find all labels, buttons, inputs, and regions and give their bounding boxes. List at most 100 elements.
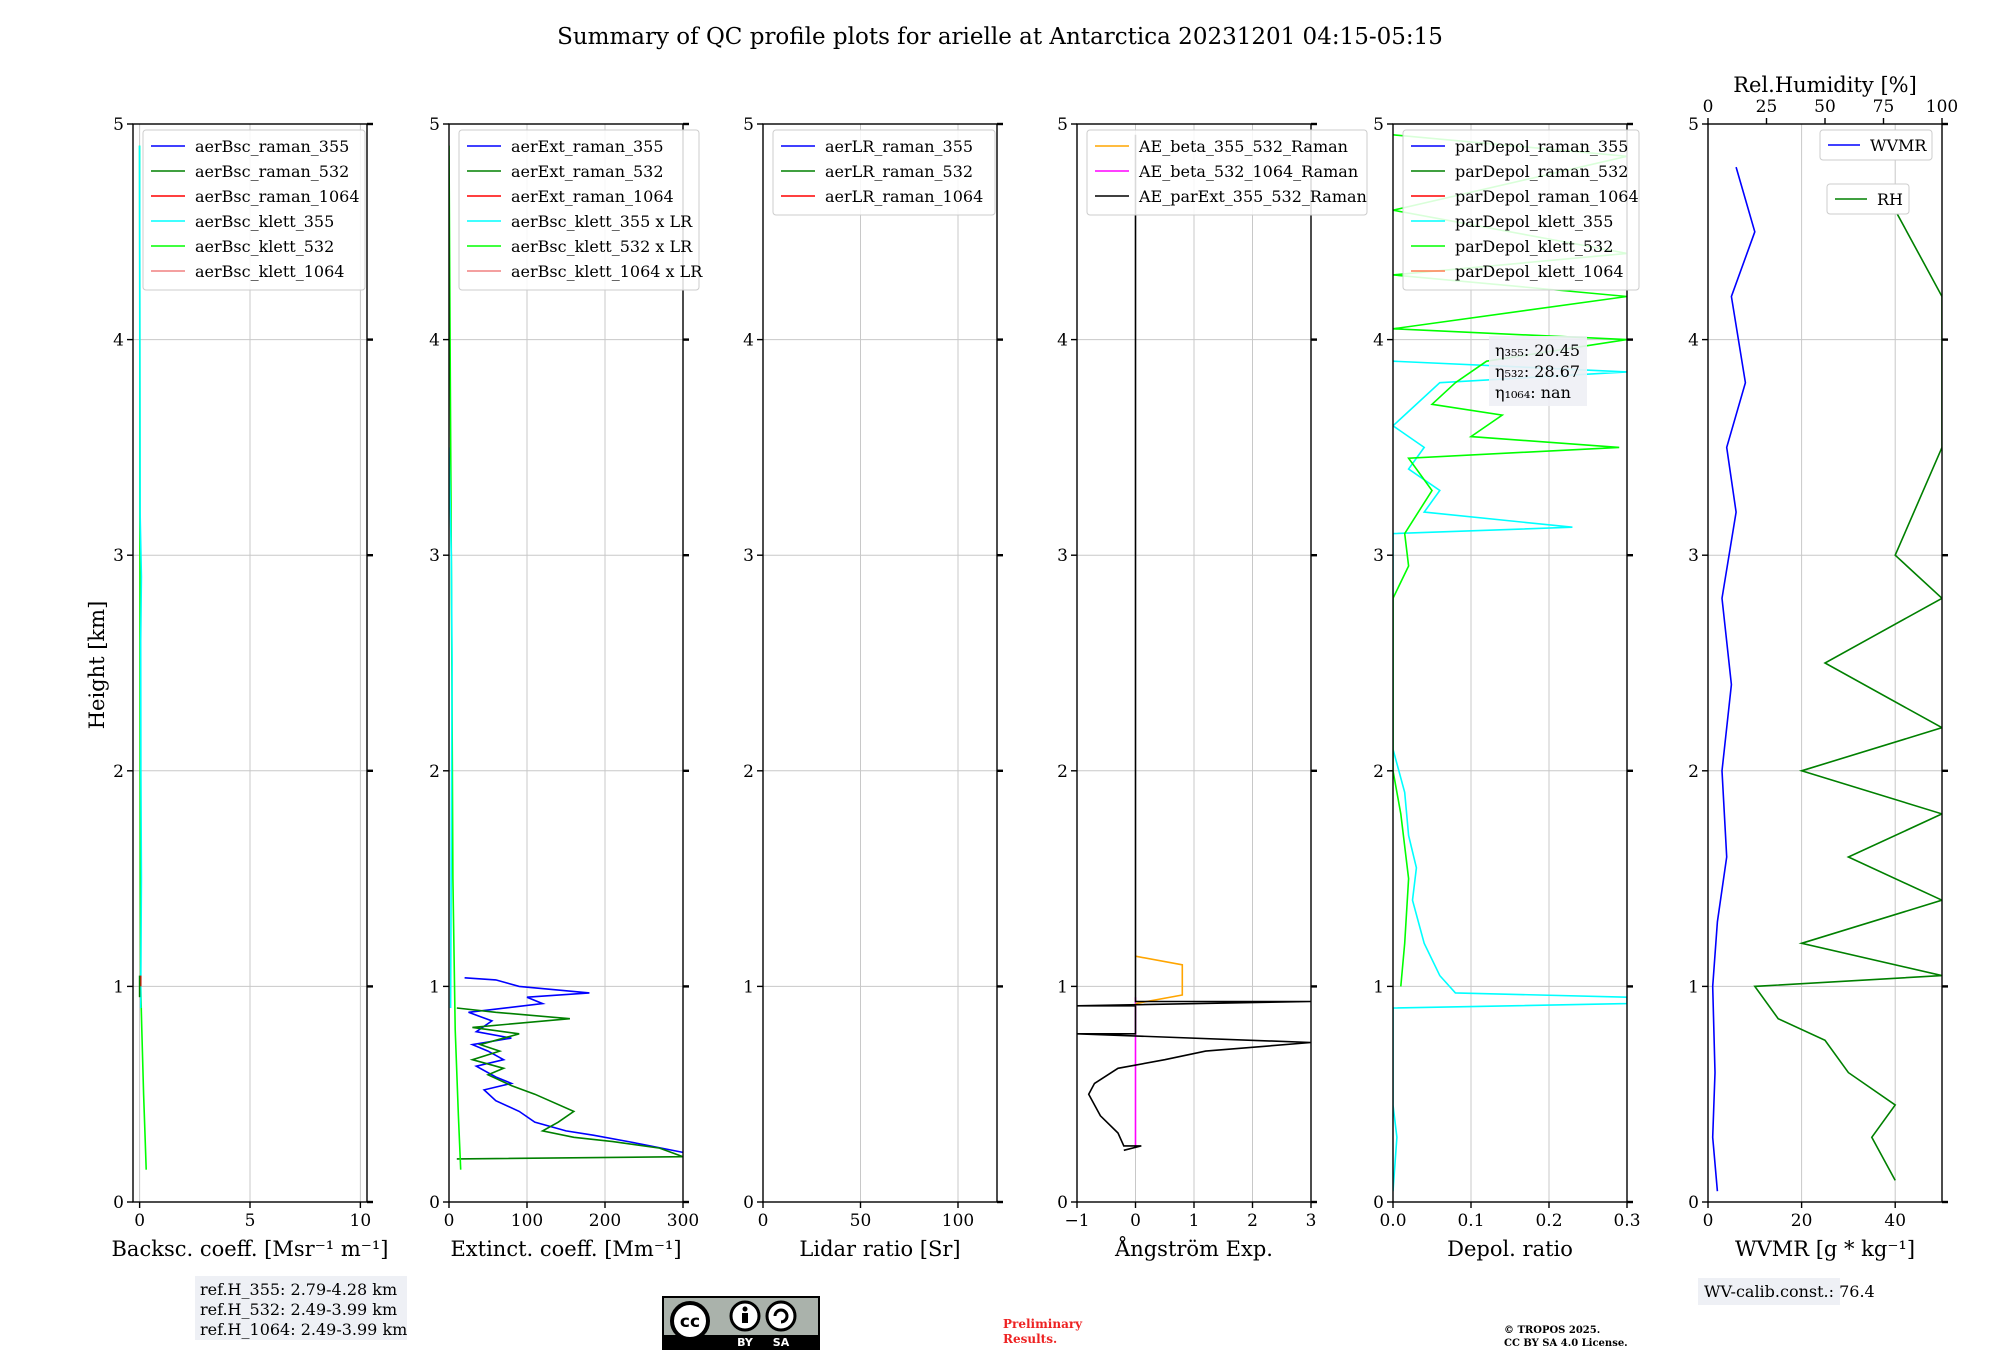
legend-box-wvmr [1819, 129, 1933, 161]
y-tick-label-2: 2 [743, 762, 754, 782]
x-tick-label-4: 3 [1306, 1211, 1317, 1231]
legend: aerBsc_raman_355 aerBsc_raman_532 aerBsc_r… [142, 129, 366, 291]
y-tick-label-0: 0 [429, 1193, 440, 1213]
x-tick-label-1: 100 [511, 1211, 543, 1231]
x-tick-label-0: 0 [758, 1211, 769, 1231]
y-tick-label-3: 3 [429, 546, 440, 566]
top-x-tick-label-2: 50 [1814, 97, 1836, 117]
x-tick-label-0: 0.0 [1379, 1211, 1406, 1231]
legend-label-4: aerBsc_klett_532 [195, 237, 334, 256]
wv-calib-box: WV-calib.const.: 76.4 [1698, 1278, 1875, 1305]
y-tick-label-5: 5 [1688, 115, 1699, 135]
top-x-tick-label-3: 75 [1873, 97, 1895, 117]
ref-heights-box: ref.H_355: 2.79-4.28 km ref.H_532: 2.49-… [195, 1276, 407, 1340]
legend-box [1402, 129, 1640, 291]
top-x-tick-label-1: 25 [1756, 97, 1778, 117]
x-tick-label-2: 10 [350, 1211, 372, 1231]
legend-label-1: aerExt_raman_532 [511, 162, 664, 181]
top-x-tick-label-4: 100 [1926, 97, 1958, 117]
y-tick-label-2: 2 [1373, 762, 1384, 782]
legend-label-5: parDepol_klett_1064 [1455, 262, 1624, 281]
y-tick-label-4: 4 [429, 331, 440, 351]
series-aerbsc-klett-355 [138, 145, 143, 1009]
legend: WVMR RH [1819, 129, 1933, 215]
x-tick-label-1: 0 [1130, 1211, 1141, 1231]
series-rh [1753, 209, 1942, 1181]
series-ae-parext-355-532-raman [1077, 134, 1311, 1152]
legend-label-0: aerExt_raman_355 [511, 137, 664, 156]
x-tick-label-2: 100 [942, 1211, 974, 1231]
legend-label-2: aerExt_raman_1064 [511, 187, 674, 206]
legend-label-4: parDepol_klett_532 [1455, 237, 1613, 256]
legend-box-rh [1826, 183, 1910, 215]
legend-box [1086, 129, 1368, 216]
y-tick-label-0: 0 [743, 1193, 754, 1213]
series-aerbsc-klett-355-x-lr [449, 447, 453, 1009]
x-tick-label-2: 200 [589, 1211, 621, 1231]
top-x-axis-label: Rel.Humidity [%] [1733, 73, 1917, 97]
legend-label-3: aerBsc_klett_355 x LR [511, 212, 693, 231]
legend-label-4: aerBsc_klett_532 x LR [511, 237, 693, 256]
legend-label-2: AE_parExt_355_532_Raman [1138, 187, 1367, 206]
legend-label-0: WVMR [1870, 136, 1927, 155]
legend: AE_beta_355_532_Raman AE_beta_532_1064_Ra… [1086, 129, 1368, 216]
y-tick-label-4: 4 [1688, 331, 1699, 351]
y-tick-label-4: 4 [113, 331, 124, 351]
ref-height-532: ref.H_532: 2.49-3.99 km [200, 1300, 397, 1319]
copyright-line1: © TROPOS 2025. [1504, 1325, 1600, 1336]
legend-label-1: RH [1877, 190, 1903, 209]
x-tick-label-0: −1 [1064, 1211, 1089, 1231]
cc-by-sa-icon: cc BY SA [662, 1296, 820, 1350]
y-tick-label-5: 5 [1057, 115, 1068, 135]
x-axis-label: Depol. ratio [1447, 1237, 1573, 1261]
y-tick-label-5: 5 [113, 115, 124, 135]
legend-label-2: parDepol_raman_1064 [1455, 187, 1639, 206]
legend-label-5: aerBsc_klett_1064 [195, 262, 344, 281]
x-axis-label: Lidar ratio [Sr] [799, 1237, 960, 1261]
wv-calib-text: WV-calib.const.: 76.4 [1704, 1282, 1875, 1301]
y-axis-label: Height [km] [85, 601, 109, 730]
top-x-tick-label-0: 0 [1703, 97, 1714, 117]
y-tick-label-1: 1 [113, 977, 124, 997]
x-axis-label: Backsc. coeff. [Msr⁻¹ m⁻¹] [112, 1237, 389, 1261]
legend: aerLR_raman_355 aerLR_raman_532 aerLR_rama… [772, 129, 996, 216]
y-tick-label-2: 2 [1688, 762, 1699, 782]
legend-label-2: aerBsc_raman_1064 [195, 187, 360, 206]
legend: aerExt_raman_355 aerExt_raman_532 aerExt_r… [458, 129, 703, 291]
y-tick-label-4: 4 [743, 331, 754, 351]
y-tick-label-3: 3 [113, 546, 124, 566]
x-tick-label-2: 1 [1189, 1211, 1200, 1231]
y-tick-label-0: 0 [1057, 1193, 1068, 1213]
figure-title: Summary of QC profile plots for arielle … [557, 24, 1443, 50]
y-tick-label-1: 1 [743, 977, 754, 997]
x-axis-label: Ångström Exp. [1114, 1236, 1273, 1261]
cc-logo-text: cc [680, 1312, 700, 1332]
y-tick-label-3: 3 [1057, 546, 1068, 566]
legend-label-1: parDepol_raman_532 [1455, 162, 1628, 181]
legend-label-1: AE_beta_532_1064_Raman [1138, 162, 1358, 181]
axes-frame [762, 123, 998, 1203]
legend-label-1: aerLR_raman_532 [825, 162, 973, 181]
x-tick-label-0: 0 [444, 1211, 455, 1231]
series-aerbsc-klett-532-x-lr [449, 145, 462, 1170]
legend-box [772, 129, 996, 216]
panel-1: 0 1 2 3 4 5 0 5 10 Backsc. coeff. [Msr⁻¹ m⁻¹] aerB… [112, 115, 389, 1261]
legend-label-1: aerBsc_raman_532 [195, 162, 349, 181]
axes-frame [1392, 123, 1628, 1203]
x-tick-label-1: 50 [850, 1211, 872, 1231]
y-tick-label-2: 2 [1057, 762, 1068, 782]
y-tick-label-0: 0 [1688, 1193, 1699, 1213]
panel-5: 0 1 2 3 4 5 0.0 0.1 0.2 0.3 Depol. ratio parDepol_r… [1373, 115, 1640, 1261]
y-tick-label-5: 5 [743, 115, 754, 135]
eta-line-2: η₁₀₆₄: nan [1495, 383, 1571, 402]
y-tick-label-3: 3 [1688, 546, 1699, 566]
y-tick-label-0: 0 [113, 1193, 124, 1213]
y-tick-label-1: 1 [1688, 977, 1699, 997]
series-pardepol-klett-355 [1393, 360, 1627, 1192]
eta-annotation: η₃₅₅: 20.45 η₅₃₂: 28.67 η₁₀₆₄: nan [1489, 336, 1587, 406]
sa-logo-text: SA [773, 1336, 790, 1349]
x-tick-label-2: 40 [1884, 1211, 1906, 1231]
